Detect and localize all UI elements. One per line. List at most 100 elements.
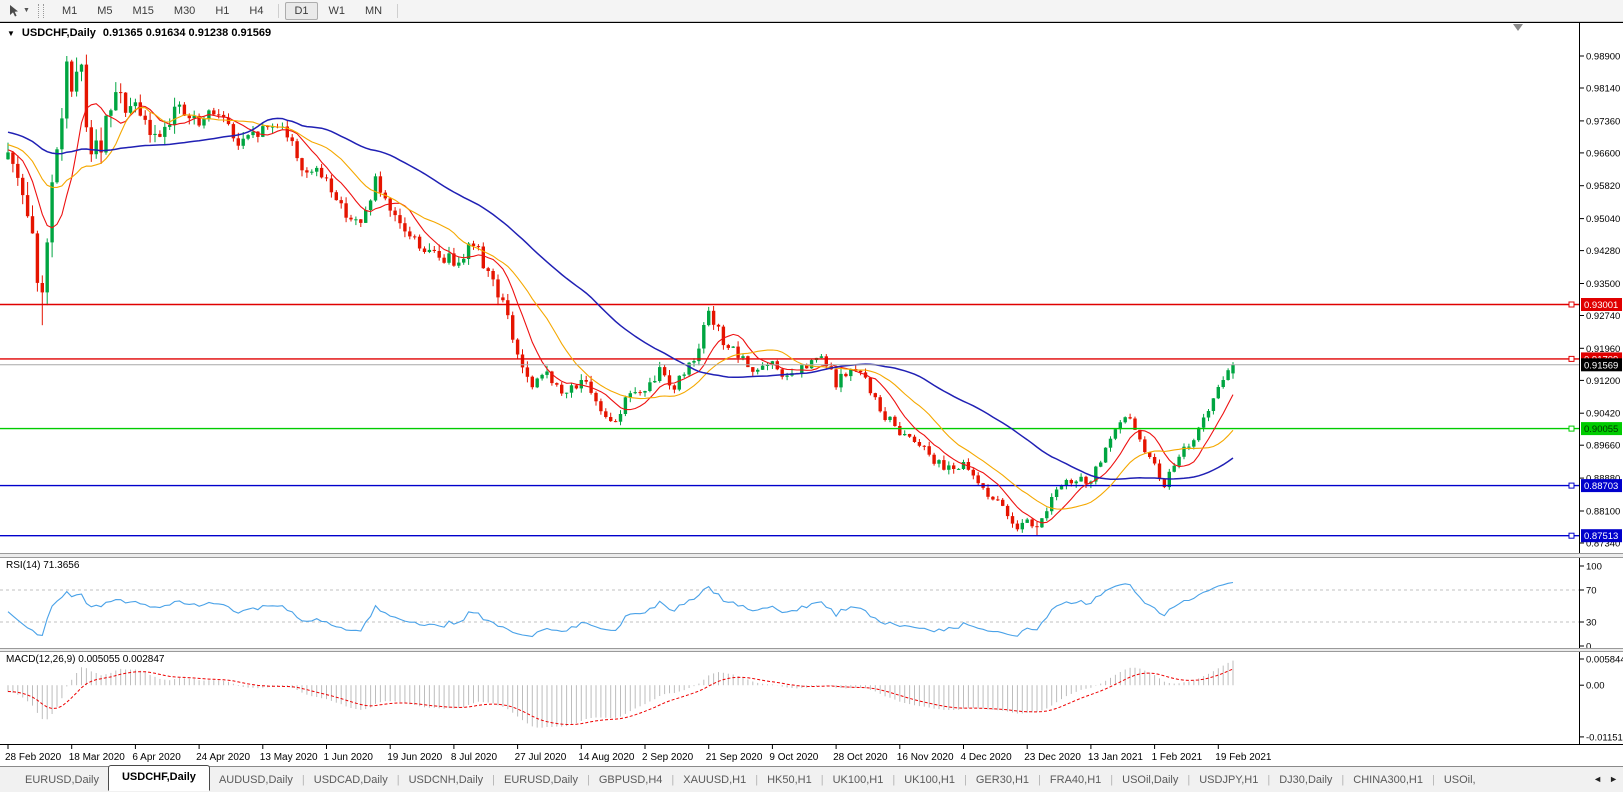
chart-tab-uk100-h1[interactable]: UK100,H1 [832, 773, 884, 786]
price-tick-label: 0.94280 [1586, 246, 1620, 257]
date-tick-label: 14 Aug 2020 [578, 752, 635, 763]
tab-scroll-buttons: ◄ ► [1593, 774, 1618, 784]
chart-tab-usdchf-daily[interactable]: USDCHF,Daily [107, 765, 210, 791]
price-tick-label: 0.89660 [1586, 441, 1620, 452]
chart-tab-usdcnh-daily[interactable]: USDCNH,Daily [408, 773, 484, 786]
chart-tabs: EURUSD,Daily USDCHF,Daily AUDUSD,Daily | USD… [16, 765, 1485, 791]
tab-separator: | [1038, 773, 1041, 786]
timeframe-buttons: M1 M5 M15 M30 H1 H4 D1 W1 MN [52, 1, 403, 20]
toolbar-separator [278, 3, 280, 18]
tab-separator: | [1341, 773, 1345, 786]
chart-tab-ger30-h1[interactable]: GER30,H1 [975, 773, 1030, 786]
date-tick-label: 9 Oct 2020 [769, 752, 818, 763]
date-tick-label: 4 Dec 2020 [961, 752, 1013, 763]
timeframe-button-m15[interactable]: M15 [132, 4, 154, 17]
date-tick-label: 19 Jun 2020 [387, 752, 442, 763]
price-tick-label: 0.97360 [1586, 116, 1620, 127]
rsi-indicator-label: RSI(14) 71.3656 [6, 560, 80, 571]
timeframe-button-h4[interactable]: H4 [249, 4, 264, 17]
cursor-tool-button[interactable]: ▼ [5, 3, 32, 19]
macd-histogram [7, 660, 1234, 728]
chart-tab-hk50-h1[interactable]: HK50,H1 [767, 773, 812, 786]
timeframes-toolbar: ▼ M1 M5 M15 M30 H1 H4 D1 W1 MN [0, 0, 1623, 22]
price-level-badge-text: 0.93001 [1584, 300, 1618, 311]
chart-title: ▼ USDCHF,Daily 0.91365 0.91634 0.91238 0… [7, 27, 271, 39]
chart-tab-usdjpy-h1[interactable]: USDJPY,H1 [1199, 773, 1259, 786]
timeframe-button-w1[interactable]: W1 [328, 4, 346, 17]
tab-separator: | [820, 773, 824, 786]
tab-scroll-left-icon[interactable]: ◄ [1593, 774, 1603, 784]
timeframe-button-mn[interactable]: MN [365, 4, 383, 17]
chart-tab-dj30-daily[interactable]: DJ30,Daily [1279, 773, 1333, 786]
pane-splitter[interactable] [0, 648, 1623, 652]
tab-separator: | [301, 773, 305, 786]
timeframe-button-d1[interactable]: D1 [285, 1, 318, 20]
toolbar-drag-handle[interactable] [37, 3, 44, 18]
date-axis[interactable]: 28 Feb 2020 18 Mar 2020 6 Apr 2020 24 Apr 2… [0, 744, 1623, 766]
main-price-pane[interactable]: 0.98900 0.98140 0.97360 0.96600 0.95820 0.950… [0, 23, 1623, 553]
chart-tab-eurusd-daily[interactable]: EURUSD,Daily [504, 773, 578, 786]
moving-average-line-17 [7, 107, 1234, 510]
rsi-tick-label: 100 [1586, 562, 1602, 573]
chart-tab-usoil-daily[interactable]: USOil,Daily [1122, 773, 1179, 786]
tab-separator: | [964, 773, 967, 786]
moving-average-line-45 [7, 117, 1234, 481]
price-tick-label: 0.98140 [1586, 84, 1620, 95]
price-level-badge-text: 0.91569 [1584, 360, 1618, 371]
date-tick-label: 28 Oct 2020 [833, 752, 888, 763]
rsi-indicator-pane[interactable]: 100 70 30 0 [0, 558, 1623, 648]
pane-splitter[interactable] [0, 553, 1623, 558]
macd-signal-line [7, 668, 1234, 725]
chart-tab-audusd-daily[interactable]: AUDUSD,Daily [218, 773, 293, 786]
moving-average-line-8 [7, 103, 1234, 524]
tab-separator: | [892, 773, 896, 786]
price-tick-label: 0.91200 [1586, 376, 1620, 387]
rsi-tick-label: 0 [1586, 642, 1591, 649]
tab-separator: | [492, 773, 496, 786]
horizontal-lines-layer[interactable] [0, 301, 1580, 539]
tab-scroll-right-icon[interactable]: ► [1609, 774, 1618, 784]
price-tick-label: 0.88100 [1586, 507, 1620, 518]
price-tick-label: 0.91960 [1586, 344, 1620, 355]
price-tick-label: 0.93500 [1586, 279, 1620, 290]
date-tick-label: 24 Apr 2020 [196, 752, 250, 763]
tab-separator: | [396, 773, 400, 786]
chevron-down-icon[interactable]: ▼ [23, 7, 30, 14]
date-tick-label: 19 Feb 2021 [1215, 752, 1272, 763]
rsi-tick-label: 70 [1586, 586, 1597, 597]
cursor-icon [10, 4, 18, 16]
tab-separator: | [1267, 773, 1271, 786]
timeframe-button-h1[interactable]: H1 [215, 4, 230, 17]
chart-tab-gbpusd-h4[interactable]: GBPUSD,H4 [598, 773, 663, 786]
date-tick-label: 16 Nov 2020 [897, 752, 954, 763]
timeframe-button-m30[interactable]: M30 [173, 4, 196, 17]
chart-tab-china300-h1[interactable]: CHINA300,H1 [1353, 773, 1423, 786]
macd-indicator-pane[interactable]: 0.005844 0.00 -0.011516 [0, 652, 1623, 744]
macd-indicator-label: MACD(12,26,9) 0.005055 0.002847 [6, 654, 165, 665]
price-tick-label: 0.95820 [1586, 181, 1620, 192]
timeframe-button-m5[interactable]: M5 [97, 4, 113, 17]
toolbar-separator [397, 3, 399, 18]
chart-tab-xauusd-h1[interactable]: XAUUSD,H1 [683, 773, 747, 786]
price-tick-label: 0.96600 [1586, 148, 1620, 159]
macd-tick-label: 0.00 [1586, 681, 1605, 692]
price-level-badge [1581, 298, 1622, 311]
date-tick-label: 6 Apr 2020 [132, 752, 181, 763]
chart-symbol-period: USDCHF,Daily [21, 27, 96, 39]
chart-shift-marker[interactable] [1513, 24, 1523, 31]
price-tick-label: 0.90420 [1586, 409, 1620, 420]
chart-tab-usoil-[interactable]: USOil, [1443, 773, 1476, 786]
chart-tab-uk100-h1[interactable]: UK100,H1 [904, 773, 955, 786]
date-tick-label: 1 Feb 2021 [1152, 752, 1203, 763]
chart-tab-usdcad-daily[interactable]: USDCAD,Daily [313, 773, 388, 786]
chart-tab-eurusd-daily[interactable]: EURUSD,Daily [25, 773, 99, 786]
tab-separator: | [586, 773, 590, 786]
timeframe-button-m1[interactable]: M1 [61, 4, 78, 17]
date-tick-label: 1 Jun 2020 [324, 752, 374, 763]
price-level-badge-text: 0.88703 [1584, 481, 1618, 492]
date-tick-label: 28 Feb 2020 [5, 752, 62, 763]
chart-tab-bar: EURUSD,Daily USDCHF,Daily AUDUSD,Daily | USD… [0, 765, 1623, 792]
candles-layer [6, 54, 1235, 535]
chart-tab-fra40-h1[interactable]: FRA40,H1 [1049, 773, 1102, 786]
